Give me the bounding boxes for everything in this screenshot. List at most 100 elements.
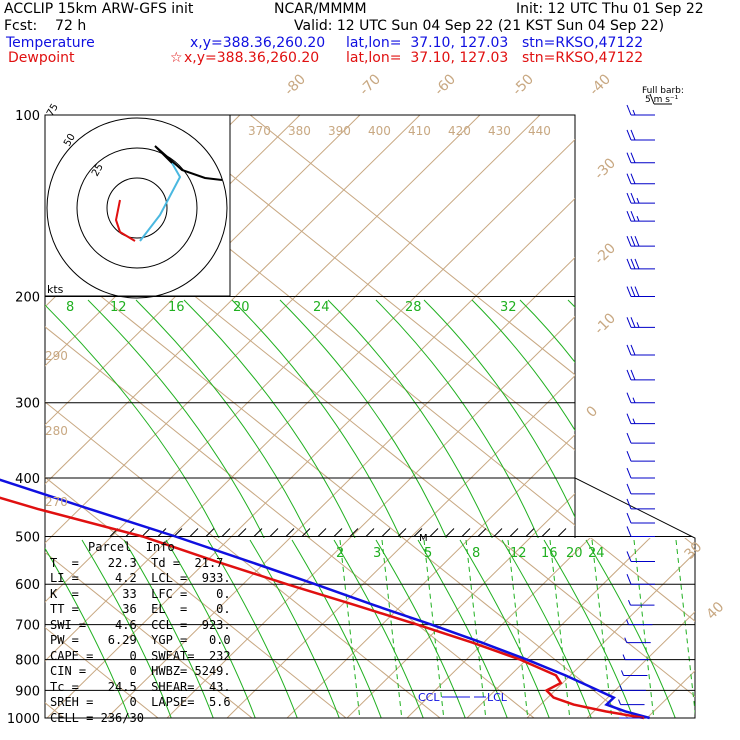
mixing-ratio-label: 5 <box>424 546 432 561</box>
theta-label: 280 <box>45 424 68 438</box>
pressure-tick-label: 700 <box>15 619 40 634</box>
wind-barb-flag <box>626 129 632 141</box>
wind-barb-flag <box>630 235 636 247</box>
mixing-ratio-label: 8 <box>472 546 480 561</box>
moist-adiabat-lower <box>81 539 172 718</box>
barb-legend-line2: 5 m s⁻¹ <box>645 95 679 105</box>
mixing-ratio-label: 24 <box>588 546 605 561</box>
level-tick <box>237 528 247 537</box>
theta-label: 420 <box>448 124 471 138</box>
adiabat-line <box>586 611 695 718</box>
level-tick <box>285 528 295 537</box>
pressure-tick-label: 1000 <box>7 712 40 727</box>
background-grid <box>44 110 740 720</box>
adiabat-line <box>475 197 575 296</box>
adiabat-line <box>645 110 740 720</box>
theta-label: 440 <box>528 124 551 138</box>
wind-barb-flag <box>626 173 632 184</box>
mixing-ratio-label: 12 <box>510 546 527 561</box>
isotherm-line <box>496 538 695 698</box>
adiabat-line <box>705 110 740 720</box>
moist-adiabat <box>471 299 575 432</box>
level-tick <box>301 528 311 537</box>
wind-barb-flag <box>634 258 640 270</box>
dewpoint-star-icon: ☆ <box>170 50 183 66</box>
moist-adiabat-lower <box>291 539 382 718</box>
isotherm-line <box>120 538 347 718</box>
hodo-ring-50 <box>76 147 198 269</box>
adiabat-line <box>175 115 361 296</box>
level-tick <box>413 528 423 537</box>
wind-barb-flag <box>630 173 636 184</box>
level-tick <box>461 528 471 537</box>
level-tick <box>397 528 407 537</box>
isotherm-line <box>155 115 384 296</box>
isotherm-tick-label: 30 <box>682 539 706 563</box>
isotherm-tick-label: -60 <box>432 71 459 98</box>
wind-barb-flag <box>626 392 632 403</box>
isotherm-tick-label: -70 <box>357 71 384 98</box>
mixing-ratio-label: 20 <box>233 300 250 315</box>
pressure-tick-label: 900 <box>15 684 40 699</box>
wind-barb-flag <box>626 258 632 270</box>
isotherm-tick-label: 0 <box>584 403 602 421</box>
adiabat-line <box>585 110 740 720</box>
adiabat-line <box>705 110 740 720</box>
mixing-ratio-dashed <box>633 539 655 718</box>
barb-legend-line1: Full barb: <box>642 86 684 96</box>
isotherm-line <box>249 115 478 296</box>
wind-barb-half <box>628 600 631 606</box>
moist-adiabat-lower <box>123 539 214 718</box>
adiabat-line <box>465 110 740 720</box>
fcst-label: Fcst: 72 h <box>4 18 87 34</box>
moist-adiabat-lower <box>333 539 424 718</box>
parcel-row: Tc = 24.5 SHEAR= 43. <box>50 679 231 694</box>
level-tick <box>525 528 535 537</box>
isotherm-tick-label: -40 <box>587 71 614 98</box>
moist-adiabat <box>375 299 539 538</box>
adiabat-line <box>526 552 695 718</box>
hodo-ring-25 <box>106 177 168 239</box>
valid-label: Valid: 12 UTC Sun 04 Sep 22 (21 KST Sun … <box>294 18 665 34</box>
wind-barb-flag <box>630 210 636 222</box>
wind-barb-flag <box>626 526 632 537</box>
wind-barb-flag <box>626 235 632 247</box>
wind-barb-half <box>636 197 640 204</box>
wind-barb-half <box>636 322 640 328</box>
parcel-row: TT = 36 EL = 0. <box>50 602 231 616</box>
mixing-ratio-dashed <box>549 539 571 718</box>
theta-label: 390 <box>328 124 351 138</box>
dewpoint-trace <box>0 496 645 720</box>
mixing-ratio-label: 16 <box>541 546 558 561</box>
adiabat-line <box>346 538 531 718</box>
wind-barb-flag <box>626 369 632 381</box>
wind-barb-half <box>632 418 636 424</box>
temperature-label: Temperature <box>6 35 95 51</box>
wind-barb-flag <box>626 192 632 204</box>
wind-barb-half <box>622 654 626 660</box>
parcel-row: CIN = 0 HWBZ= 5249. <box>50 664 231 678</box>
moist-adiabat-lower <box>417 539 508 718</box>
adiabat-line <box>646 670 695 718</box>
theta-label: 370 <box>248 124 271 138</box>
pressure-tick-label: 600 <box>15 578 40 593</box>
wind-barb-flag <box>626 498 632 510</box>
isotherm-line <box>45 401 216 538</box>
level-tick <box>221 528 231 537</box>
adiabat-line <box>45 296 177 426</box>
isotherm-line <box>45 326 310 538</box>
wind-barb-half <box>626 619 630 625</box>
isotherm-line <box>193 296 498 538</box>
temperature-latlon: lat,lon= 37.10, 127.03 <box>346 35 509 51</box>
temperature-trace <box>0 478 650 720</box>
level-tick <box>445 528 455 537</box>
wind-barb-flag <box>630 369 636 381</box>
hodo-mid-trace <box>139 162 182 242</box>
mixing-ratio-label: 12 <box>110 300 127 315</box>
adiabat-line <box>415 138 575 296</box>
parcel-row: K = 33 LFC = 0. <box>50 586 231 601</box>
moist-adiabat-lower <box>249 539 340 718</box>
moist-adiabat-lower <box>585 539 676 718</box>
pressure-tick-label: 400 <box>15 472 40 487</box>
